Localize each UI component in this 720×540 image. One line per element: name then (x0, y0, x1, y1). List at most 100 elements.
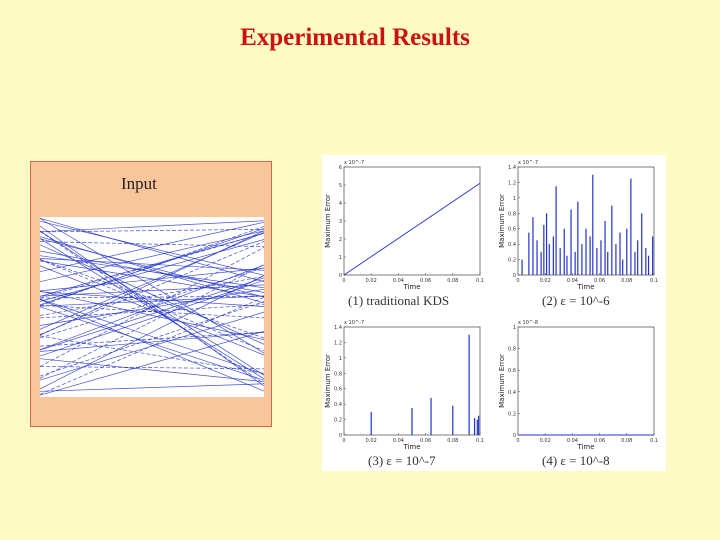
y-tick-label: 1 (339, 255, 342, 261)
y-tick-label: 0.4 (508, 242, 516, 248)
input-line (39, 241, 265, 335)
y-tick-label: 0 (339, 433, 342, 439)
input-line (39, 230, 265, 336)
input-lines-svg (39, 217, 265, 396)
input-line (39, 276, 265, 316)
input-line (39, 335, 265, 374)
input-line (39, 228, 265, 306)
x-tick-label: 0.1 (476, 438, 484, 444)
y-tick-label: 1.4 (508, 165, 516, 171)
y-tick-label: 1 (339, 356, 342, 362)
chart-4: x 10^-8 0 0.02 0.04 0.06 0.08 0.1 0 0.2 0.4 0.6 0.8… (496, 315, 666, 455)
input-line (39, 277, 265, 351)
y-tick-label: 0.2 (508, 258, 516, 264)
x-tick-label: 0.04 (393, 438, 404, 444)
x-tick-label: 0.02 (366, 278, 377, 284)
x-tick-label: 0.08 (447, 278, 458, 284)
chart-3-caption: (3) ε = 10^-7 (368, 453, 436, 468)
input-line (39, 230, 265, 376)
y-tick-label: 0.4 (334, 402, 342, 408)
y-tick-label: 0.2 (334, 418, 342, 424)
slide-title: Experimental Results (240, 24, 470, 51)
x-tick-label: 0.04 (567, 438, 578, 444)
chart-2-svg: x 10^-7 0 0.02 0.04 0.06 0.08 0.1 0 0.2 0.4 0.6 0.8… (498, 160, 658, 291)
input-line (39, 225, 265, 387)
x-tick-label: 0.1 (650, 278, 658, 284)
y-axis-label: Maximum Error (498, 354, 506, 408)
input-line (39, 217, 265, 283)
input-line (39, 258, 265, 271)
y-tick-label: 1.2 (334, 340, 342, 346)
y-tick-label: 0.8 (334, 371, 342, 377)
input-line (39, 299, 265, 392)
y-axis-label: Maximum Error (324, 354, 332, 408)
plot-frame (517, 326, 655, 436)
x-tick-label: 0.1 (476, 278, 484, 284)
y-tick-label: 4 (339, 201, 342, 207)
x-tick-label: 0.04 (567, 278, 578, 284)
input-line (39, 295, 265, 307)
x-tick-label: 0.08 (621, 278, 632, 284)
input-line (39, 295, 265, 299)
y-tick-label: 0.6 (508, 227, 516, 233)
input-line (39, 236, 265, 304)
chart-2: x 10^-7 0 0.02 0.04 0.06 0.08 0.1 0 0.2 0.4 0.6 0.8… (496, 155, 666, 295)
chart-1-caption: (1) traditional KDS (348, 293, 450, 308)
input-line (39, 220, 265, 276)
exponent-label: x 10^-8 (518, 320, 538, 326)
input-line (39, 264, 265, 351)
input-line (39, 258, 265, 339)
x-tick-label: 0.08 (447, 438, 458, 444)
chart-4-caption: (4) ε = 10^-8 (542, 453, 610, 468)
chart-1: x 10^-7 0 0.02 0.04 0.06 0.08 0.1 0 1 2 3 4 5 6 Time Ma… (322, 155, 492, 295)
x-tick-label: 0 (342, 278, 345, 284)
input-line (39, 241, 265, 247)
input-line (39, 221, 265, 273)
y-tick-label: 1 (513, 196, 516, 202)
input-line (39, 232, 265, 330)
input-line (39, 238, 265, 380)
input-line (39, 247, 265, 367)
plot-frame (343, 166, 481, 276)
y-tick-label: 0 (513, 273, 516, 279)
x-tick-label: 0.08 (621, 438, 632, 444)
input-line (39, 304, 265, 319)
input-line (39, 290, 265, 340)
y-axis-label: Maximum Error (324, 194, 332, 248)
chart-1-svg: x 10^-7 0 0.02 0.04 0.06 0.08 0.1 0 1 2 3 4 5 6 Time Ma… (324, 160, 484, 291)
input-line (39, 301, 265, 377)
input-line (39, 228, 265, 233)
y-tick-label: 1 (513, 325, 516, 331)
input-line (39, 232, 265, 299)
y-tick-label: 3 (339, 219, 342, 225)
input-line (39, 330, 265, 396)
exponent-label: x 10^-7 (344, 320, 364, 326)
chart-3: x 10^-7 0 0.02 0.04 0.06 0.08 0.1 0 0.2 0.4 0.6 0.8… (322, 315, 492, 455)
input-line (39, 279, 265, 357)
input-line (39, 260, 265, 298)
x-tick-label: 0.02 (366, 438, 377, 444)
y-tick-label: 6 (339, 165, 342, 171)
chart-3-svg: x 10^-7 0 0.02 0.04 0.06 0.08 0.1 0 0.2 0.4 0.6 0.8… (324, 320, 484, 451)
input-line (39, 306, 265, 381)
y-tick-label: 0.2 (508, 411, 516, 417)
x-axis-label: Time (402, 283, 420, 290)
y-tick-label: 0 (513, 433, 516, 439)
input-line (39, 311, 265, 381)
chart-4-svg: x 10^-8 0 0.02 0.04 0.06 0.08 0.1 0 0.2 0.4 0.6 0.8… (498, 320, 658, 451)
input-label: Input (121, 174, 157, 193)
input-line (39, 366, 265, 370)
input-line (39, 358, 265, 383)
y-tick-label: 0.8 (508, 347, 516, 353)
x-tick-label: 0.06 (594, 438, 605, 444)
input-line (39, 331, 265, 352)
x-axis-label: Time (402, 443, 420, 450)
input-line (39, 218, 265, 354)
input-line (39, 244, 265, 345)
y-tick-label: 0.6 (508, 368, 516, 374)
x-tick-label: 0.02 (540, 438, 551, 444)
x-tick-label: 0.06 (594, 278, 605, 284)
x-tick-label: 0.04 (393, 278, 404, 284)
y-tick-label: 0.4 (508, 390, 516, 396)
y-tick-label: 0.6 (334, 387, 342, 393)
